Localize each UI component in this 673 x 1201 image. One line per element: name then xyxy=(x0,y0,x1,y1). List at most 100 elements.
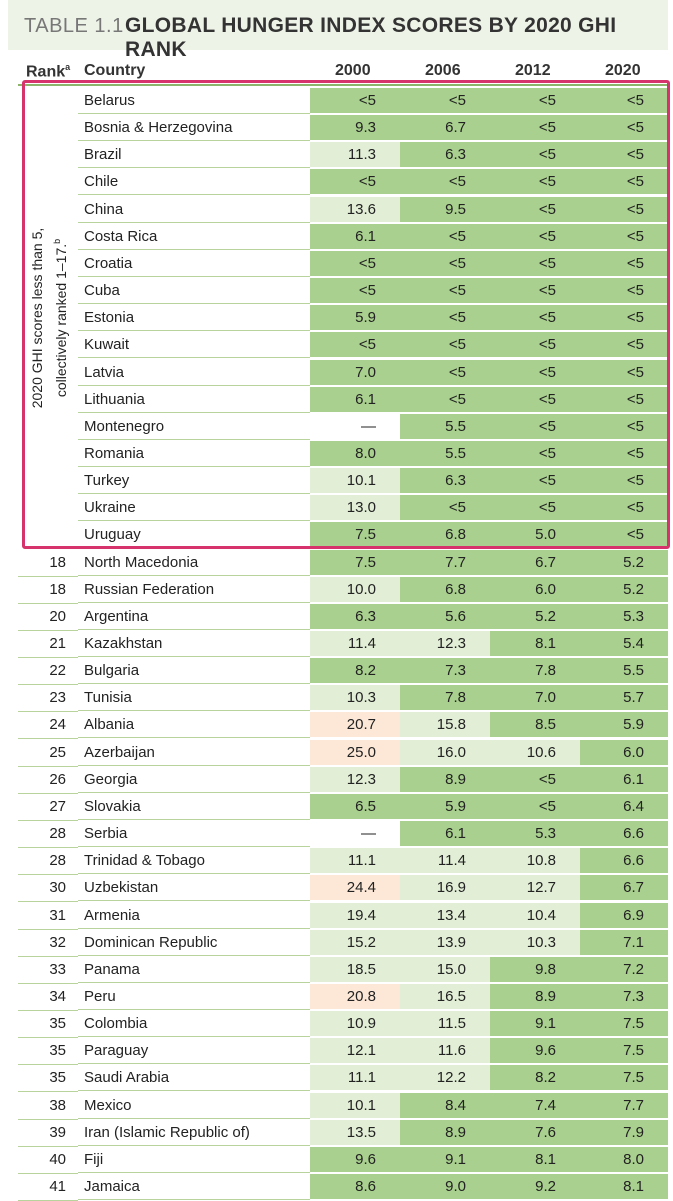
row-divider xyxy=(18,629,78,631)
row-divider xyxy=(18,1172,78,1174)
score-cell-2000: 10.1 xyxy=(310,1092,400,1119)
score-cell-2020: <5 xyxy=(580,88,668,114)
table-row: Chile <5 <5 <5 <5 xyxy=(0,169,673,196)
score-cell-2020: 5.2 xyxy=(580,576,668,603)
row-rank: 28 xyxy=(49,825,66,843)
table-row: 38 Mexico 10.1 8.4 7.4 7.7 xyxy=(0,1092,673,1120)
score-cell-2000: 7.0 xyxy=(310,359,400,386)
table-row: 27 Slovakia 6.5 5.9 <5 6.4 xyxy=(0,793,673,821)
row-country: Turkey xyxy=(78,468,310,495)
row-divider xyxy=(18,819,78,821)
header-country: Country xyxy=(84,62,146,79)
row-country: Kazakhstan xyxy=(78,631,310,657)
score-cell-2012: 9.8 xyxy=(490,956,580,983)
row-country: North Macedonia xyxy=(78,549,310,576)
score-cell-2006: 8.4 xyxy=(400,1092,490,1119)
row-country: Estonia xyxy=(78,305,310,332)
score-cell-2012: 10.3 xyxy=(490,929,580,956)
score-cell-2020: <5 xyxy=(580,522,668,549)
table-row: 41 Jamaica 8.6 9.0 9.2 8.1 xyxy=(0,1174,673,1201)
score-cell-2012: <5 xyxy=(490,468,580,495)
table-row: 28 Trinidad & Tobago 11.1 11.4 10.8 6.6 xyxy=(0,848,673,876)
row-rank: 32 xyxy=(49,933,66,951)
row-country: China xyxy=(78,196,310,223)
score-cell-2006: 7.7 xyxy=(400,549,490,576)
score-cell-2020: <5 xyxy=(580,278,668,305)
row-divider xyxy=(18,1091,78,1093)
score-cell-2012: <5 xyxy=(490,142,580,169)
score-cell-2006: 5.5 xyxy=(400,413,490,440)
row-country: Ukraine xyxy=(78,495,310,522)
header-year-2000: 2000 xyxy=(335,62,371,79)
table-row: Belarus <5 <5 <5 <5 xyxy=(0,88,673,115)
row-country: Belarus xyxy=(78,88,310,114)
score-cell-2020: <5 xyxy=(580,250,668,277)
score-cell-2020: 7.1 xyxy=(580,929,668,956)
score-cell-2000: — xyxy=(310,413,400,440)
highlight-box xyxy=(22,80,670,549)
score-cell-2012: 6.0 xyxy=(490,576,580,603)
row-country: Dominican Republic xyxy=(78,929,310,956)
score-cell-2012: 5.3 xyxy=(490,821,580,848)
row-country: Fiji xyxy=(78,1146,310,1173)
score-cell-2020: 6.9 xyxy=(580,902,668,929)
row-rank: 34 xyxy=(49,987,66,1005)
score-cell-2012: 5.2 xyxy=(490,603,580,630)
score-cell-2012: <5 xyxy=(490,169,580,196)
row-rank: 41 xyxy=(49,1178,66,1195)
row-country: Armenia xyxy=(78,902,310,929)
score-cell-2006: <5 xyxy=(400,386,490,413)
table-row: 23 Tunisia 10.3 7.8 7.0 5.7 xyxy=(0,685,673,713)
score-cell-2012: <5 xyxy=(490,793,580,820)
row-rank: 26 xyxy=(49,770,66,788)
score-cell-2020: 7.2 xyxy=(580,956,668,983)
table-row: Lithuania 6.1 <5 <5 <5 xyxy=(0,386,673,414)
table-row: Ukraine 13.0 <5 <5 <5 xyxy=(0,495,673,522)
score-cell-2006: 13.9 xyxy=(400,929,490,956)
row-rank: 27 xyxy=(49,797,66,815)
score-cell-2020: 5.7 xyxy=(580,685,668,712)
table-row: Kuwait <5 <5 <5 <5 xyxy=(0,332,673,359)
row-divider xyxy=(18,1064,78,1066)
row-divider xyxy=(18,711,78,713)
score-cell-2012: <5 xyxy=(490,115,580,142)
score-cell-2012: <5 xyxy=(490,495,580,522)
score-cell-2006: 12.2 xyxy=(400,1065,490,1092)
score-cell-2006: 6.3 xyxy=(400,468,490,495)
row-rank: 35 xyxy=(49,1069,66,1087)
row-country: Cuba xyxy=(78,278,310,305)
score-cell-2006: <5 xyxy=(400,278,490,305)
table-row: 18 North Macedonia 7.5 7.7 6.7 5.2 xyxy=(0,549,673,577)
row-rank: 21 xyxy=(49,635,66,652)
row-divider xyxy=(18,955,78,957)
row-rank: 30 xyxy=(49,879,66,897)
row-rank: 24 xyxy=(49,716,66,734)
score-cell-2000: 20.8 xyxy=(310,983,400,1010)
score-cell-2012: 8.9 xyxy=(490,983,580,1010)
row-country: Tunisia xyxy=(78,685,310,712)
score-cell-2006: 13.4 xyxy=(400,902,490,929)
score-cell-2012: 8.1 xyxy=(490,631,580,657)
table-label: TABLE 1.1 xyxy=(24,15,124,37)
score-cell-2000: 24.4 xyxy=(310,875,400,902)
score-cell-2020: 7.9 xyxy=(580,1119,668,1146)
row-rank: 22 xyxy=(49,662,66,680)
score-cell-2000: 18.5 xyxy=(310,956,400,983)
score-cell-2006: 8.9 xyxy=(400,766,490,793)
score-cell-2012: <5 xyxy=(490,250,580,277)
row-country: Chile xyxy=(78,169,310,196)
row-country: Croatia xyxy=(78,250,310,277)
score-cell-2012: <5 xyxy=(490,88,580,114)
table-row: 31 Armenia 19.4 13.4 10.4 6.9 xyxy=(0,902,673,930)
score-cell-2000: 13.0 xyxy=(310,495,400,522)
score-cell-2012: 10.6 xyxy=(490,739,580,766)
score-cell-2000: 9.3 xyxy=(310,115,400,142)
header-year-2006: 2006 xyxy=(425,62,461,79)
score-cell-2000: 13.6 xyxy=(310,196,400,223)
row-divider xyxy=(18,738,78,740)
score-cell-2000: 13.5 xyxy=(310,1119,400,1146)
score-cell-2000: 5.9 xyxy=(310,305,400,332)
row-rank: 28 xyxy=(49,852,66,870)
row-divider xyxy=(18,1145,78,1147)
score-cell-2020: 6.0 xyxy=(580,739,668,766)
